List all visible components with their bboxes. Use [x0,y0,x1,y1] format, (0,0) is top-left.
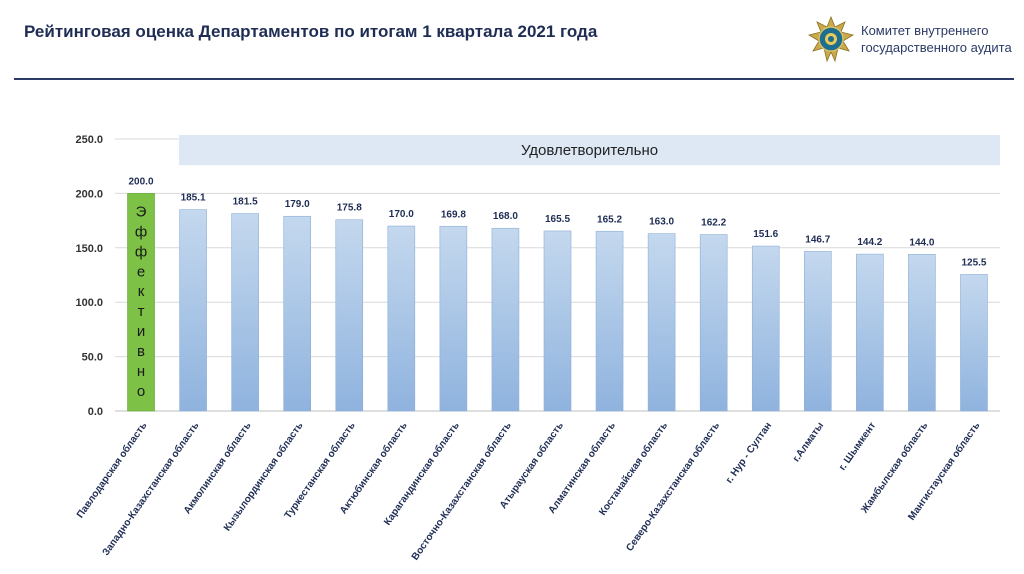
bar [387,225,416,412]
data-label: 165.2 [597,214,622,225]
bar [283,215,312,412]
data-label: 125.5 [961,257,986,268]
y-tick-label: 150.0 [75,243,103,255]
highlight-bar-letter: к [138,283,145,300]
data-label: 168.0 [493,211,518,222]
x-tick-label: Северо-Казахстанская область [623,420,722,554]
y-tick-label: 50.0 [82,352,103,364]
data-label: 151.6 [753,229,778,240]
data-label: 144.2 [857,237,882,248]
highlight-bar-letter: и [137,323,145,340]
x-tick-label: г. Шымкент [837,420,878,472]
committee-emblem-icon [808,16,854,62]
bar [647,233,676,412]
data-label: 181.5 [233,197,258,208]
highlight-bar-letter: Э [136,203,147,220]
y-tick-label: 100.0 [75,297,103,309]
organization-name-line1: Комитет внутреннего [861,23,989,38]
bar [179,209,207,412]
bar [543,230,572,412]
bar [803,251,832,412]
highlight-bar-letter: н [137,363,145,380]
bar [439,225,468,412]
highlight-bar-letter: о [137,383,145,400]
y-tick-label: 250.0 [75,134,103,146]
highlight-bar-letter: ф [135,243,147,260]
y-tick-label: 200.0 [75,188,103,200]
data-label: 162.2 [701,218,726,229]
organization-name: Комитет внутреннего государственного ауд… [861,22,1012,56]
data-label: 175.8 [337,203,362,214]
x-tick-label: Западно-Казахстанская область [100,420,202,558]
page-title: Рейтинговая оценка Департаментов по итог… [24,22,598,41]
highlight-bar-letter: в [137,343,145,360]
bar [699,234,728,412]
data-label: 179.0 [285,199,310,210]
bar [751,245,780,412]
highlight-bar-letter: е [137,263,145,280]
x-tick-label: г.Алматы [791,420,826,464]
satisfactory-band-label: Удовлетворительно [521,142,658,159]
organization-name-line2: государственного аудита [861,40,1012,55]
data-label: 169.8 [441,209,466,220]
x-tick-label: г. Нур - Султан [724,420,774,485]
highlight-bar-letter: ф [135,223,147,240]
bar [491,227,520,412]
bar [335,219,364,412]
header-divider [14,78,1014,80]
bar [595,230,624,412]
bar [856,253,884,412]
bar [960,274,988,412]
bar [908,254,936,412]
data-label: 146.7 [805,234,830,245]
data-label: 185.1 [181,193,206,204]
satisfactory-band [179,135,1000,166]
data-label: 165.5 [545,214,570,225]
highlight-bar-letter: т [138,303,145,320]
data-label: 170.0 [389,209,414,220]
bar [231,213,259,412]
data-label: 144.0 [909,237,934,248]
bar-highlight [127,193,155,412]
data-label: 163.0 [649,217,674,228]
data-label: 200.0 [129,176,154,187]
y-tick-label: 0.0 [88,406,103,418]
x-tick-label: Восточно-Казахстанская область [409,420,514,563]
